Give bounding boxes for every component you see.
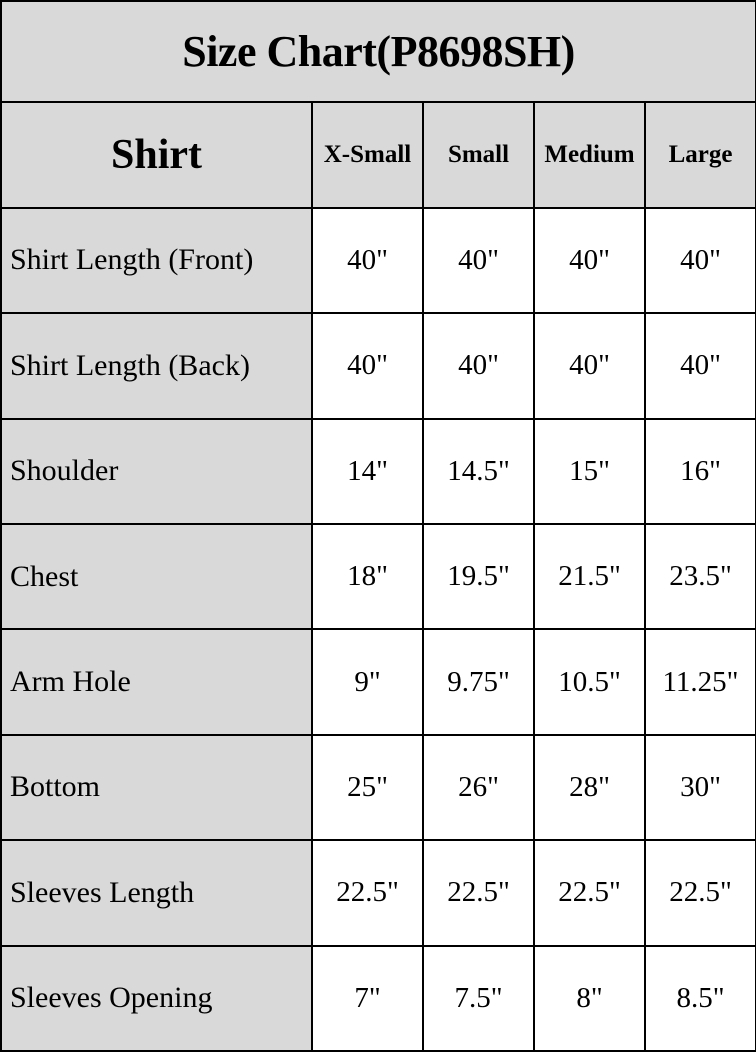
measurement-value: 11.25" — [643, 628, 756, 736]
size-header-large: Large — [643, 101, 756, 209]
measurement-value: 40" — [422, 312, 535, 420]
measurement-label: Arm Hole — [0, 628, 313, 736]
size-header-x-small: X-Small — [311, 101, 424, 209]
measurement-value: 26" — [422, 733, 535, 842]
measurement-value: 16" — [643, 417, 756, 525]
measurement-row: Chest 18" 19.5" 21.5" 23.5" — [0, 522, 756, 631]
measurement-label: Sleeves Length — [0, 839, 313, 947]
chart-title: Size Chart(P8698SH) — [0, 0, 756, 104]
measurement-value: 40" — [533, 206, 646, 315]
header-row: Shirt X-Small Small Medium Large — [0, 101, 756, 209]
title-row: Size Chart(P8698SH) — [0, 0, 756, 104]
measurement-label: Sleeves Opening — [0, 944, 313, 1052]
measurement-value: 40" — [311, 312, 424, 420]
measurement-value: 21.5" — [533, 522, 646, 631]
measurement-value: 9" — [311, 628, 424, 736]
measurement-value: 22.5" — [311, 839, 424, 947]
measurement-value: 40" — [643, 206, 756, 315]
measurement-row: Shirt Length (Back) 40" 40" 40" 40" — [0, 312, 756, 420]
product-type-header: Shirt — [0, 101, 313, 209]
measurement-value: 40" — [533, 312, 646, 420]
measurement-value: 7.5" — [422, 944, 535, 1052]
measurement-value: 8.5" — [643, 944, 756, 1052]
measurement-value: 7" — [311, 944, 424, 1052]
measurement-value: 19.5" — [422, 522, 535, 631]
measurement-label: Shirt Length (Front) — [0, 206, 313, 315]
measurement-value: 22.5" — [422, 839, 535, 947]
measurement-value: 14.5" — [422, 417, 535, 525]
measurement-value: 28" — [533, 733, 646, 842]
measurement-row: Bottom 25" 26" 28" 30" — [0, 733, 756, 842]
measurement-value: 14" — [311, 417, 424, 525]
measurement-value: 15" — [533, 417, 646, 525]
measurement-label: Bottom — [0, 733, 313, 842]
measurement-row: Shoulder 14" 14.5" 15" 16" — [0, 417, 756, 525]
measurement-value: 40" — [311, 206, 424, 315]
measurement-value: 30" — [643, 733, 756, 842]
measurement-row: Arm Hole 9" 9.75" 10.5" 11.25" — [0, 628, 756, 736]
measurement-row: Sleeves Opening 7" 7.5" 8" 8.5" — [0, 944, 756, 1052]
measurement-value: 23.5" — [643, 522, 756, 631]
measurement-value: 25" — [311, 733, 424, 842]
measurement-label: Shirt Length (Back) — [0, 312, 313, 420]
size-header-medium: Medium — [533, 101, 646, 209]
measurement-label: Chest — [0, 522, 313, 631]
measurement-value: 40" — [422, 206, 535, 315]
measurement-value: 22.5" — [643, 839, 756, 947]
measurement-value: 22.5" — [533, 839, 646, 947]
size-header-small: Small — [422, 101, 535, 209]
measurement-label: Shoulder — [0, 417, 313, 525]
measurement-row: Sleeves Length 22.5" 22.5" 22.5" 22.5" — [0, 839, 756, 947]
measurement-value: 10.5" — [533, 628, 646, 736]
measurement-value: 18" — [311, 522, 424, 631]
measurement-value: 8" — [533, 944, 646, 1052]
measurement-value: 9.75" — [422, 628, 535, 736]
measurement-value: 40" — [643, 312, 756, 420]
measurement-row: Shirt Length (Front) 40" 40" 40" 40" — [0, 206, 756, 315]
